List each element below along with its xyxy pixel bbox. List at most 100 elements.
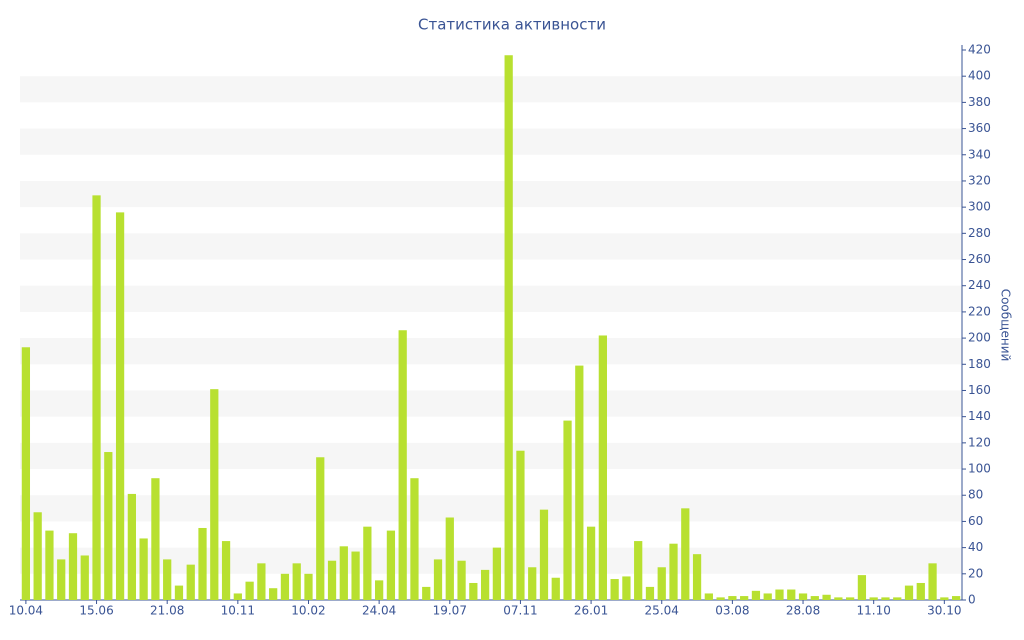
bar <box>115 212 125 600</box>
bar <box>292 563 301 600</box>
bar <box>21 347 31 600</box>
bar <box>951 596 961 600</box>
y-tick-label: 340 <box>968 147 991 161</box>
x-tick-label: 07.11 <box>503 604 537 618</box>
grid-band <box>20 495 962 522</box>
bar <box>669 543 678 600</box>
bar <box>433 559 443 600</box>
bar <box>575 365 584 600</box>
bar <box>68 533 78 600</box>
x-tick-label: 21.08 <box>150 604 184 618</box>
bar <box>787 589 796 600</box>
bar <box>33 512 42 600</box>
grid-band <box>20 442 962 470</box>
y-tick-label: 240 <box>968 278 991 292</box>
bar <box>139 538 148 600</box>
bar <box>940 597 949 600</box>
bar <box>904 585 914 600</box>
y-tick-label: 320 <box>968 173 991 187</box>
x-tick-label: 10.02 <box>291 604 325 618</box>
bar <box>692 554 702 600</box>
grid-band <box>20 547 962 574</box>
bar <box>186 564 195 600</box>
bar <box>80 555 89 600</box>
bar <box>327 560 337 600</box>
bar <box>763 593 772 600</box>
bar <box>245 581 254 600</box>
bar <box>881 597 890 600</box>
bar <box>280 573 290 600</box>
bar <box>869 597 878 600</box>
x-tick-label: 03.08 <box>715 604 749 618</box>
bar <box>304 573 313 600</box>
bar <box>457 560 466 600</box>
bar <box>798 593 808 600</box>
bar <box>846 597 855 600</box>
bar <box>257 563 266 600</box>
bar <box>598 335 607 600</box>
bar <box>210 389 219 600</box>
bar <box>681 508 690 600</box>
y-tick-label: 260 <box>968 252 991 266</box>
y-tick-label: 380 <box>968 95 991 109</box>
bar <box>751 590 761 600</box>
bar <box>528 567 537 600</box>
bar <box>610 579 619 600</box>
grid-band <box>20 128 962 155</box>
y-tick-label: 100 <box>968 462 991 476</box>
y-tick-label: 140 <box>968 409 991 423</box>
bar <box>339 546 348 600</box>
y-tick-label: 400 <box>968 69 991 83</box>
y-tick-label: 180 <box>968 357 991 371</box>
bar <box>810 596 819 600</box>
bar <box>728 596 737 600</box>
y-tick-label: 120 <box>968 435 991 449</box>
x-tick-label: 11.10 <box>857 604 891 618</box>
y-tick-label: 300 <box>968 200 991 214</box>
y-tick-label: 360 <box>968 121 991 135</box>
bar <box>622 576 631 600</box>
bar <box>351 551 360 600</box>
bar <box>857 575 867 600</box>
x-tick-label: 26.01 <box>574 604 608 618</box>
bar <box>928 563 937 600</box>
x-tick-label: 30.10 <box>927 604 961 618</box>
bar <box>57 559 66 600</box>
bar <box>645 586 655 600</box>
bar <box>586 526 596 600</box>
bar <box>316 457 325 600</box>
bar <box>174 585 184 600</box>
bar <box>127 493 136 600</box>
chart-title: Статистика активности <box>418 16 606 34</box>
bar <box>386 530 396 600</box>
x-tick-label: 28.08 <box>786 604 820 618</box>
bar <box>410 478 419 600</box>
y-tick-label: 220 <box>968 304 991 318</box>
grid-band <box>20 76 962 103</box>
bar <box>480 569 490 600</box>
bar <box>375 580 384 600</box>
y-tick-label: 200 <box>968 331 991 345</box>
bar <box>363 526 372 600</box>
bar <box>516 450 525 600</box>
bar <box>233 593 242 600</box>
y-tick-label: 40 <box>968 540 983 554</box>
x-tick-label: 15.06 <box>79 604 113 618</box>
x-tick-label: 24.04 <box>362 604 396 618</box>
bar <box>916 582 925 600</box>
y-tick-label: 20 <box>968 566 983 580</box>
bar <box>104 452 113 600</box>
y-tick-label: 420 <box>968 43 991 57</box>
bar <box>492 547 502 600</box>
bar <box>198 527 207 600</box>
y-tick-label: 60 <box>968 514 983 528</box>
bar <box>563 420 572 600</box>
x-tick-label: 25.04 <box>645 604 679 618</box>
bar <box>657 567 666 600</box>
bar <box>893 597 902 600</box>
bar <box>539 509 549 600</box>
bar <box>834 597 843 600</box>
bar <box>422 586 431 600</box>
